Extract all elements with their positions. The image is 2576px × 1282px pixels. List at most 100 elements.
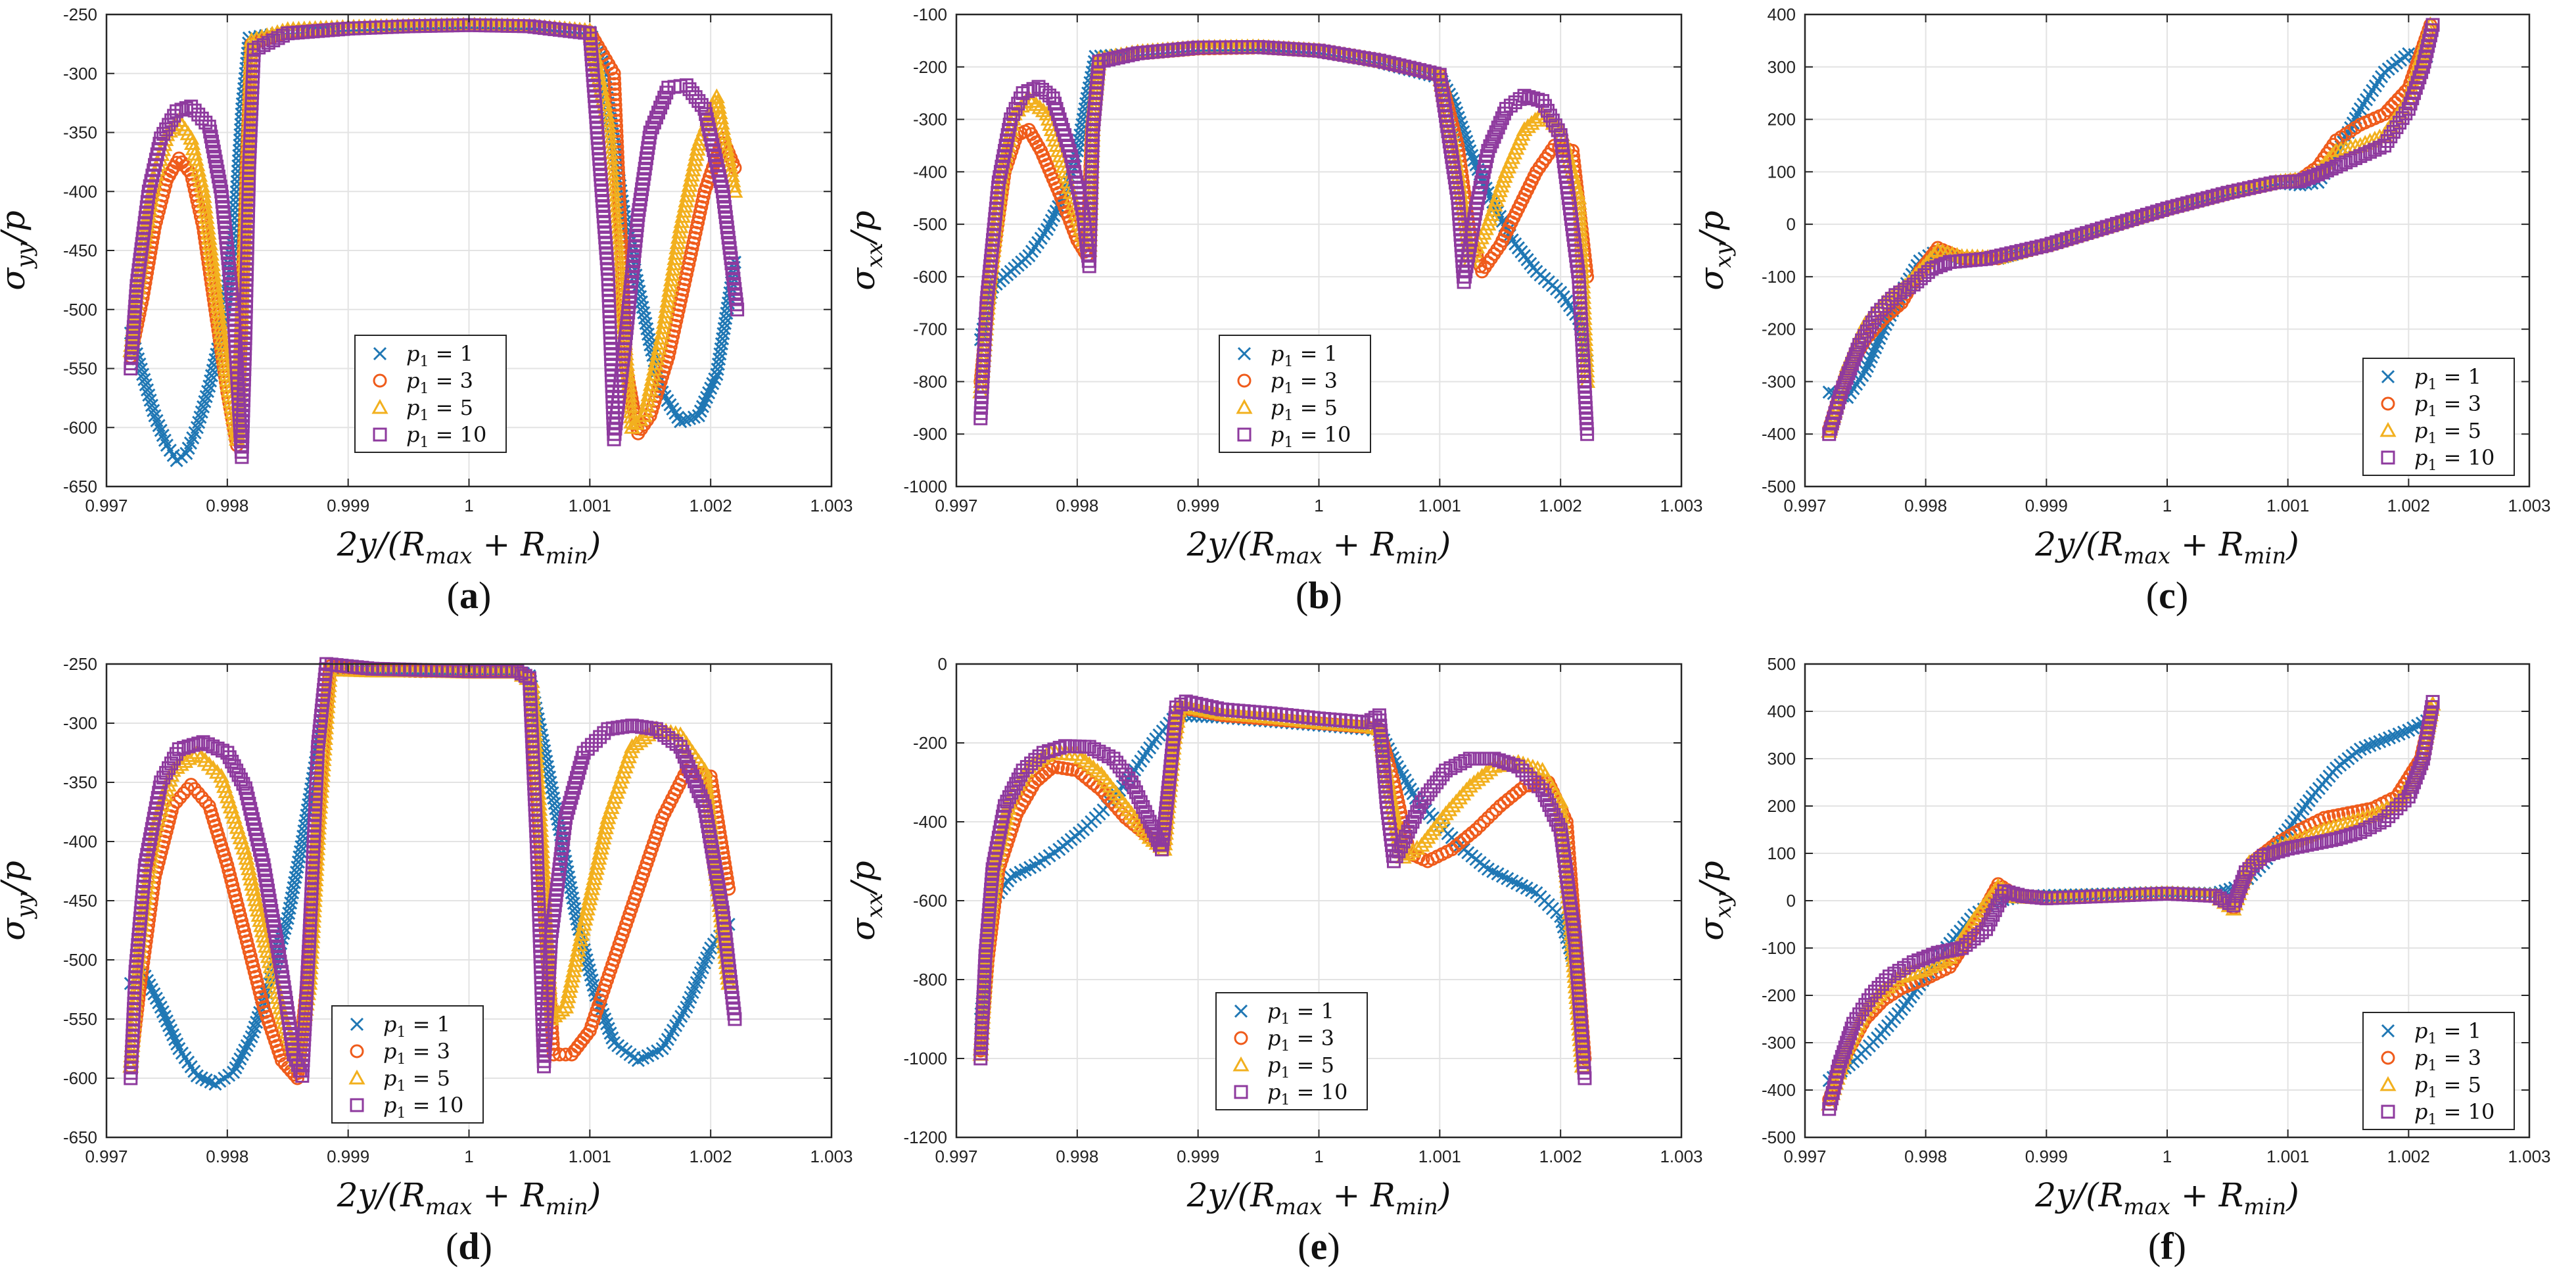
y-tick-label: -450 [63, 241, 97, 260]
legend: p1 = 1p1 = 3p1 = 5p1 = 10 [2362, 358, 2515, 476]
data-point [714, 342, 728, 356]
x-axis-label: 2y/(Rmax + Rmin) [1186, 525, 1451, 569]
data-point [716, 332, 730, 346]
y-tick-label: -650 [63, 477, 97, 496]
x-tick-label: 0.997 [85, 496, 128, 515]
data-point [642, 333, 656, 346]
data-point [682, 412, 697, 425]
legend-entry: p1 = 1 [1271, 341, 1338, 370]
data-point [607, 77, 622, 91]
x-tick-label: 0.997 [935, 496, 977, 515]
data-point [588, 54, 605, 69]
y-tick-label: -300 [63, 64, 97, 83]
x-tick-label: 1.003 [810, 496, 853, 515]
legend-entry: p1 = 3 [1271, 368, 1338, 397]
y-tick-label: -300 [1762, 371, 1796, 391]
data-point [187, 151, 204, 166]
data-point [191, 107, 206, 122]
x-tick-label: 1.001 [1418, 496, 1461, 515]
y-tick-label: -550 [63, 359, 97, 379]
data-point [696, 189, 711, 204]
data-point [632, 411, 649, 426]
data-point [719, 312, 733, 325]
x-tick-label: 0.999 [327, 496, 369, 515]
x-tick-label: 1.001 [2266, 496, 2309, 515]
data-point [186, 145, 203, 161]
x-tick-label: 1 [464, 496, 473, 515]
y-tick-label: -700 [913, 320, 947, 339]
data-point [634, 295, 648, 309]
data-point [722, 162, 739, 177]
y-tick-label: -300 [913, 110, 947, 130]
x-axis-label: 2y/(Rmax + Rmin) [2034, 525, 2299, 569]
data-point [715, 125, 732, 140]
data-point [711, 104, 728, 120]
y-tick-label: -600 [63, 417, 97, 437]
data-point [678, 413, 692, 427]
y-tick-label: 200 [1768, 110, 1796, 130]
data-point [183, 130, 200, 145]
data-point [709, 93, 726, 109]
series-4 [124, 18, 745, 464]
data-point [607, 82, 622, 97]
y-tick-label: -400 [63, 181, 97, 201]
data-point [641, 327, 655, 341]
data-point [713, 352, 726, 366]
data-point [725, 178, 742, 193]
legend: p1 = 1p1 = 3p1 = 5p1 = 10 [1219, 335, 1371, 453]
data-point [189, 156, 206, 172]
data-point [718, 316, 732, 331]
panel-caption: (a) [447, 574, 492, 617]
x-tick-label: 0.999 [1177, 496, 1219, 515]
x-tick-label: 1.002 [2387, 496, 2430, 515]
data-point [726, 183, 743, 198]
data-point [184, 99, 199, 114]
legend-entry: p1 = 1 [2414, 364, 2481, 393]
data-point [640, 322, 654, 336]
data-point [710, 99, 727, 114]
data-point [714, 120, 732, 135]
chart-panel-c: 0.997 0.998 0.999 1 1.001 1.002 1.003-500-400-… [1693, 5, 2551, 617]
data-point [711, 362, 724, 376]
legend-entry: p1 = 10 [2414, 445, 2494, 474]
data-point [674, 415, 688, 429]
data-point [637, 306, 651, 320]
data-point [624, 419, 641, 434]
x-tick-label: 0.998 [206, 496, 248, 515]
y-tick-label: 400 [1768, 5, 1796, 24]
y-tick-label: -200 [913, 57, 947, 77]
x-axis-label: 2y/(Rmax + Rmin) [337, 525, 601, 569]
data-point [183, 135, 201, 151]
data-point [191, 166, 208, 182]
data-point [170, 104, 184, 118]
data-point [195, 111, 209, 126]
y-tick-label: -400 [1762, 424, 1796, 444]
data-point [714, 337, 728, 351]
y-tick-label: -350 [63, 123, 97, 143]
data-point [193, 178, 210, 193]
data-point [589, 59, 606, 74]
y-tick-label: -100 [913, 5, 947, 24]
data-point [723, 167, 740, 182]
data-point [712, 109, 730, 125]
chart-panel-a: 0.997 0.998 0.999 1 1.001 1.002 1.003-650-600-… [0, 5, 853, 617]
data-point [724, 172, 741, 187]
data-point [708, 88, 725, 104]
data-point [636, 300, 649, 314]
x-tick-label: 1.001 [569, 496, 611, 515]
y-tick-label: -100 [1762, 267, 1796, 287]
y-axis-label: σxx/p [844, 210, 888, 290]
x-tick-label: 0.998 [1904, 496, 1947, 515]
data-point [187, 103, 202, 118]
legend: p1 = 1p1 = 3p1 = 5p1 = 10 [354, 335, 507, 453]
y-tick-label: 100 [1768, 162, 1796, 181]
data-point [243, 32, 260, 47]
data-point [718, 141, 736, 156]
data-point [710, 368, 724, 381]
data-point [719, 146, 736, 161]
y-tick-label: -250 [63, 5, 97, 24]
legend-entry: p1 = 3 [2414, 391, 2481, 420]
legend-entry: p1 = 3 [406, 368, 473, 397]
y-tick-label: -800 [913, 371, 947, 391]
